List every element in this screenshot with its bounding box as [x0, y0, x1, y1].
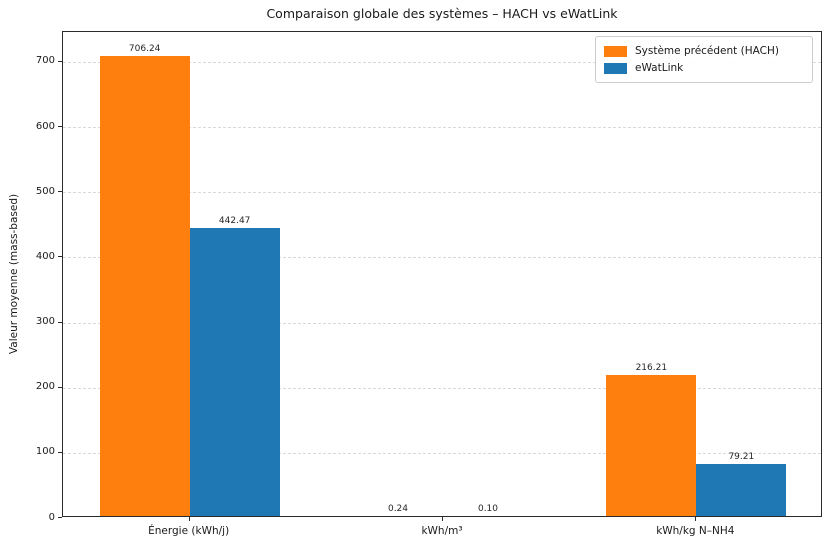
x-category-label: kWh/kg N–NH4: [656, 525, 735, 537]
gridline: [63, 387, 821, 389]
legend-label-hach: Système précédent (HACH): [635, 45, 779, 57]
bar-ewatlink: [696, 464, 787, 516]
bar-value-label: 442.47: [218, 215, 251, 226]
y-tick-label: 300: [35, 316, 55, 328]
bar-value-label: 0.24: [387, 504, 409, 514]
x-tick-mark: [188, 517, 190, 521]
y-tick-mark: [58, 256, 62, 258]
legend-entry-hach: Système précédent (HACH): [604, 43, 804, 59]
y-tick-mark: [58, 60, 62, 62]
legend-entry-ewatlink: eWatLink: [604, 60, 804, 76]
x-tick-mark: [695, 517, 697, 521]
x-tick-mark: [442, 517, 443, 521]
x-category-label: Énergie (kWh/j): [148, 525, 230, 537]
bar-value-label: 706.24: [128, 43, 161, 54]
gridline: [63, 322, 821, 324]
bar-ewatlink: [189, 227, 280, 516]
plot-area: 706.24 442.47 0.24 0.10 216.21 79.21: [62, 31, 822, 517]
chart-title: Comparaison globale des systèmes – HACH …: [266, 6, 618, 21]
y-tick-label: 100: [35, 446, 55, 458]
bar-hach: [99, 55, 190, 516]
bar-hach: [606, 375, 697, 516]
y-tick-label: 600: [35, 120, 55, 132]
y-tick-mark: [58, 386, 62, 388]
gridline: [63, 61, 821, 63]
y-tick-label: 200: [35, 381, 55, 393]
y-tick-label: 500: [35, 185, 55, 197]
gridline: [63, 452, 821, 454]
y-tick-mark: [58, 126, 62, 128]
x-category-label: kWh/m³: [421, 525, 463, 537]
y-tick-label: 700: [35, 55, 55, 67]
y-tick-mark: [58, 191, 62, 193]
y-tick-mark: [58, 451, 62, 453]
y-axis-label: Valeur moyenne (mass-based): [8, 193, 20, 355]
y-tick-label: 400: [35, 250, 55, 262]
gridline: [63, 257, 821, 259]
legend-swatch-hach: [604, 45, 627, 57]
bar-value-label: 216.21: [635, 363, 668, 374]
gridline: [63, 192, 821, 194]
bar-value-label: 0.10: [477, 504, 499, 514]
y-tick-label: 0: [48, 511, 55, 523]
legend-label-ewatlink: eWatLink: [635, 62, 684, 74]
bar-value-label: 79.21: [728, 452, 755, 463]
gridline: [63, 127, 821, 129]
legend-swatch-ewatlink: [604, 62, 627, 74]
y-tick-mark: [58, 517, 62, 518]
y-tick-mark: [58, 321, 62, 323]
legend: Système précédent (HACH) eWatLink: [595, 36, 813, 83]
